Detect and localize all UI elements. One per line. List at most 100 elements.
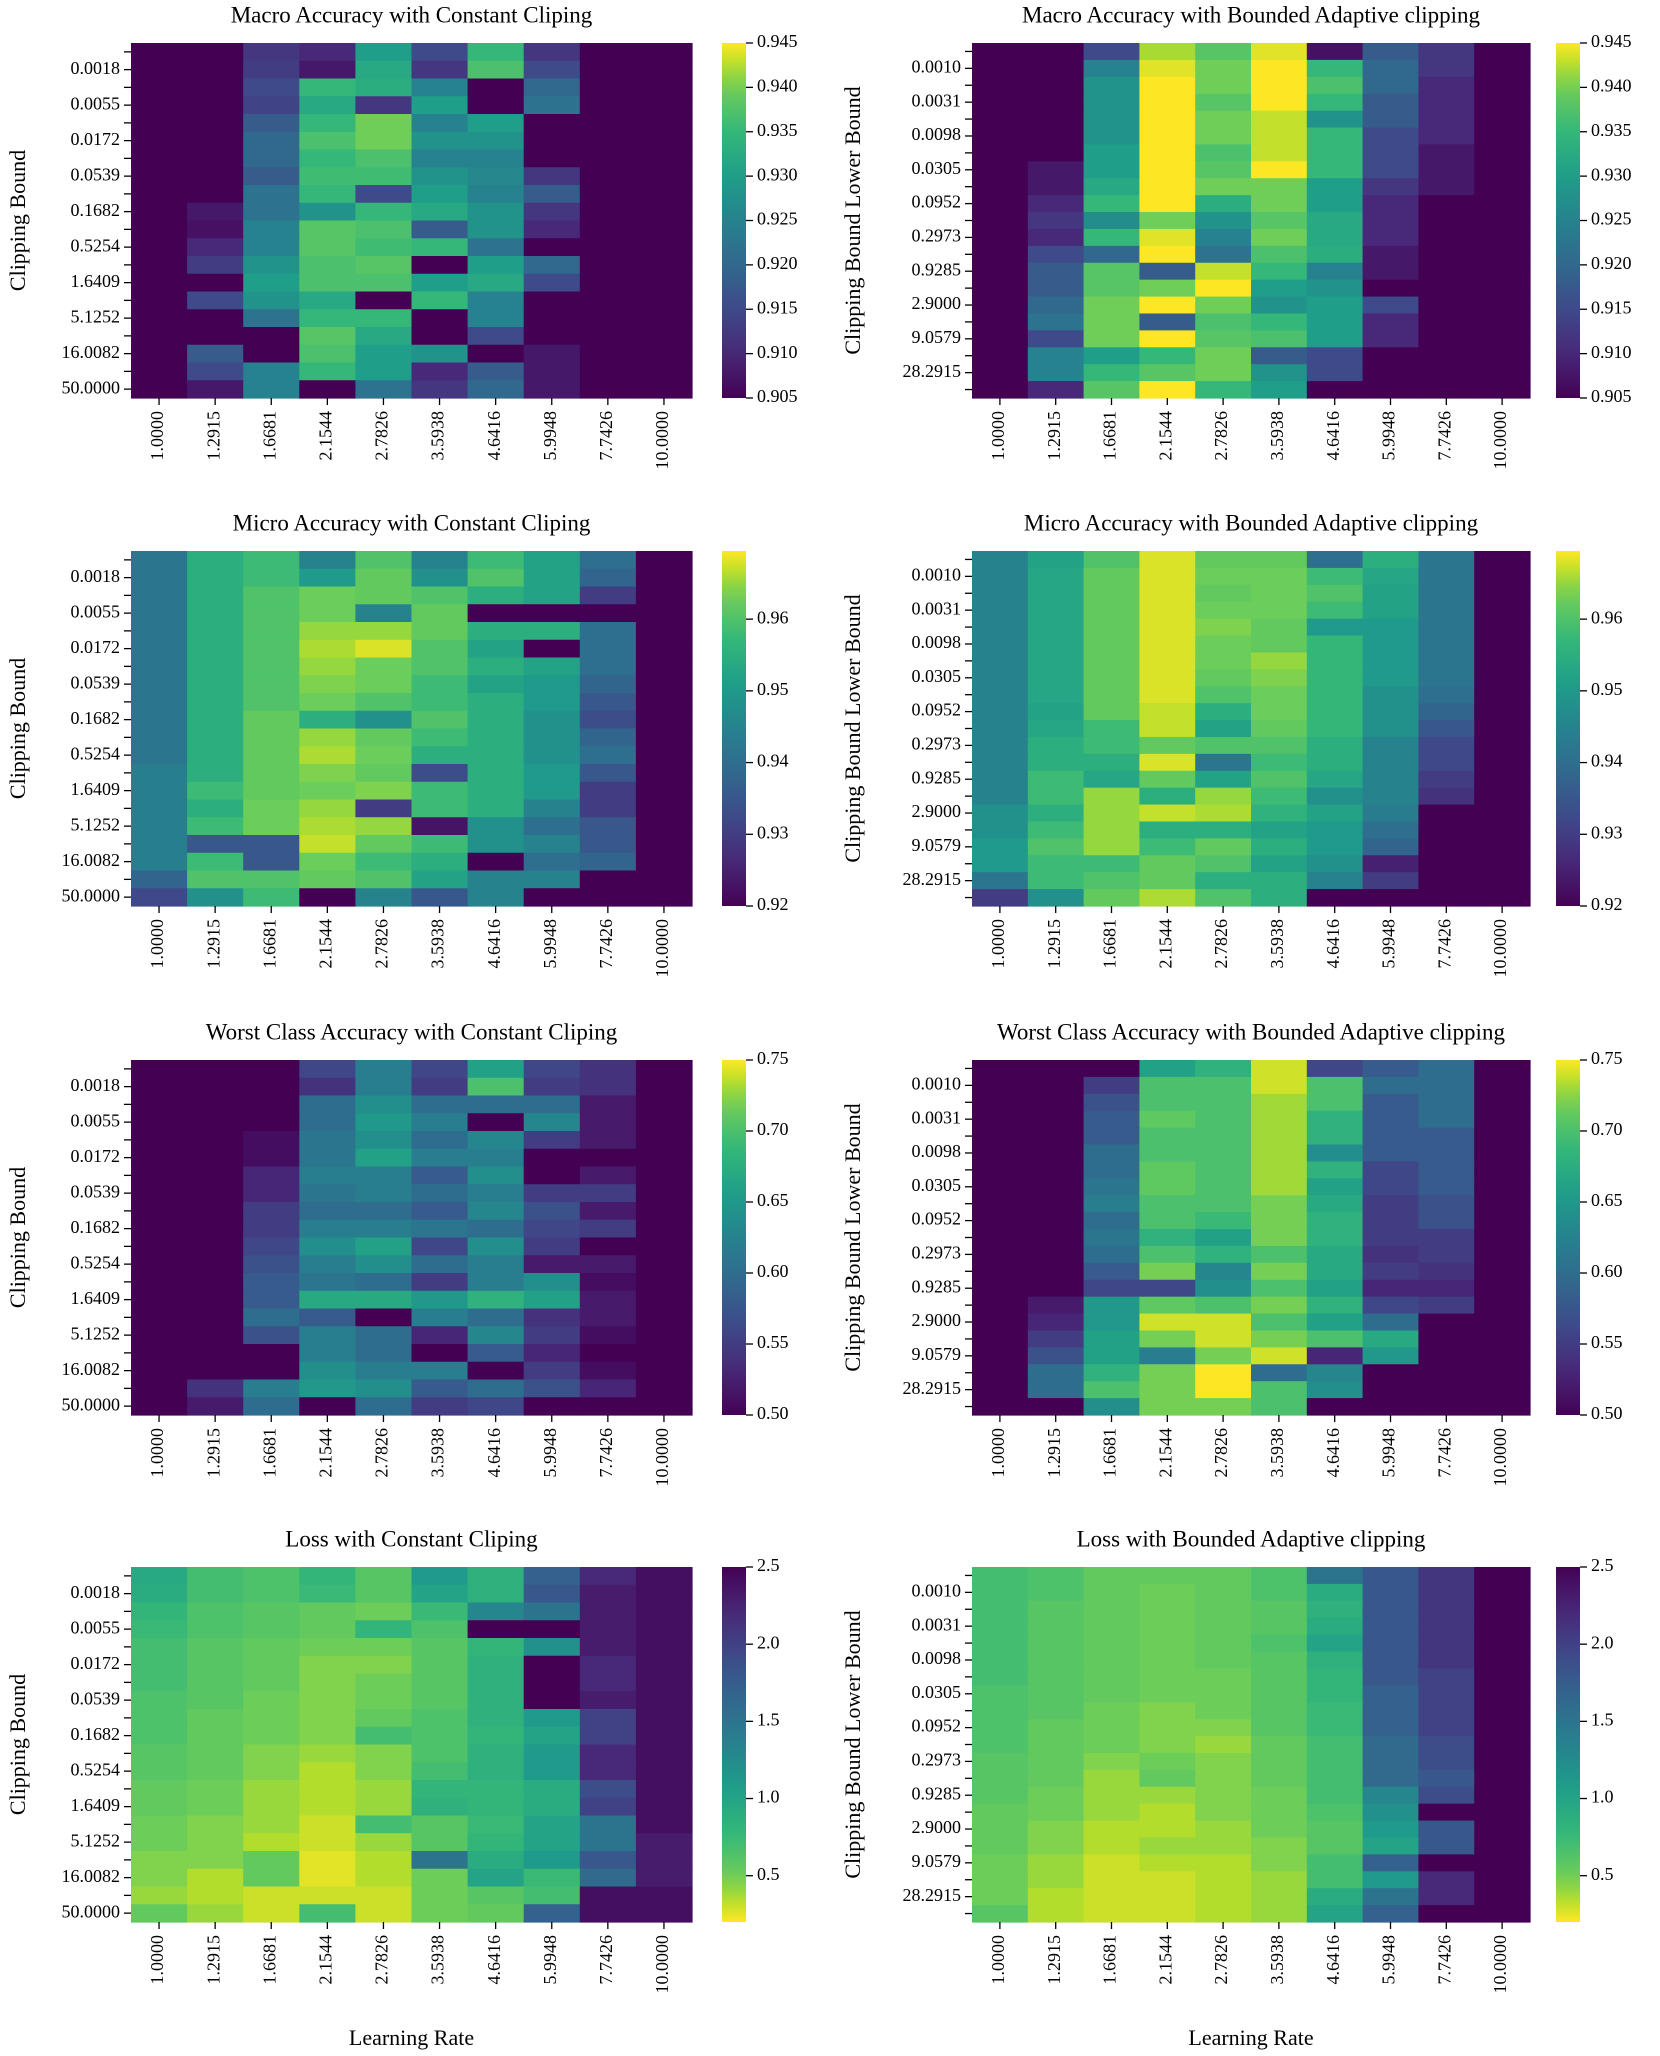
heatmap-cell [1306,76,1364,95]
heatmap-cell [299,1762,356,1781]
heatmap-cell [243,604,300,623]
heatmap-cell [299,1237,356,1256]
heatmap-cell [131,888,188,907]
colorbar-tick-label: 1.0 [757,1787,780,1807]
heatmap-cell [131,1113,188,1132]
heatmap-cell [1251,43,1308,61]
heatmap-cell [187,1237,244,1256]
heatmap-cell [467,43,525,62]
heatmap-cell [467,1255,525,1274]
heatmap-cell [467,1851,525,1870]
colorbar-tick-label: 0.925 [757,209,798,229]
heatmap-cell [1474,567,1531,586]
heatmap-cell [411,1148,469,1168]
heatmap-cell [635,1567,693,1586]
heatmap-cell [1362,161,1419,179]
heatmap-cell [1306,178,1364,196]
heatmap-cell [299,1184,356,1203]
heatmap-cell [1306,1330,1364,1348]
heatmap-cell [411,1326,469,1345]
heatmap-cell [1251,652,1308,670]
heatmap-cell [131,622,188,641]
heatmap-cell [243,78,300,97]
heatmap-cell [1139,161,1196,179]
heatmap-cell [411,746,469,765]
heatmap-cell [635,1113,693,1132]
heatmap-cell [635,309,693,328]
x-tick-label: 5.9948 [1379,919,1399,969]
heatmap-cell [1306,1076,1364,1095]
heatmap-cell [131,1237,188,1256]
heatmap-cell [635,728,693,747]
heatmap-cell [355,1095,413,1114]
heatmap-cell [972,652,1029,670]
heatmap-cell [1251,787,1308,806]
heatmap-cell [187,1638,244,1657]
heatmap-cell [1418,1786,1475,1805]
heatmap-cell [972,770,1029,789]
heatmap-cell [1418,618,1475,637]
heatmap-cell [972,1685,1029,1703]
heatmap-cell [1306,228,1364,247]
heatmap-cell [1306,1634,1364,1653]
heatmap-cell [187,1726,244,1746]
heatmap-cell [1362,1736,1419,1754]
heatmap-cell [243,1095,300,1114]
heatmap-cell [1306,1127,1364,1146]
heatmap-cell [243,657,300,676]
heatmap-cell [243,1673,300,1692]
heatmap-cell [1306,1060,1364,1078]
x-tick-label: 7.7426 [1434,1935,1454,1985]
heatmap-cell [411,185,469,204]
heatmap-cell [1083,1212,1140,1230]
heatmap-cell [243,1602,300,1621]
heatmap-cell [579,380,637,399]
heatmap-cell [635,1326,693,1345]
heatmap-cell [1139,1313,1196,1332]
heatmap-cell [523,96,581,115]
y-tick-label: 0.0305 [912,158,962,178]
y-tick-label: 0.5254 [71,1759,121,1779]
heatmap-cell [1195,635,1252,654]
chart-title: Macro Accuracy with Bounded Adaptive cli… [1022,2,1480,27]
y-tick-label: 16.0082 [62,1359,121,1379]
heatmap-cell [1362,1161,1419,1179]
heatmap-cell [355,852,413,872]
heatmap-cell [1362,1060,1419,1078]
heatmap-cell [1362,1110,1419,1129]
heatmap-cell [523,728,581,747]
heatmap-cell [635,1202,693,1221]
heatmap-cell [411,1726,469,1746]
heatmap-cell [299,1202,356,1221]
heatmap-cell [1195,1736,1252,1754]
heatmap-cell [1306,1752,1364,1771]
heatmap-cell [131,657,188,676]
heatmap-cell [355,1620,413,1639]
heatmap-cell [972,93,1029,112]
heatmap-cell [1139,618,1196,637]
heatmap-cell [1418,110,1475,129]
heatmap-cell [1139,669,1196,687]
heatmap-cell [523,344,581,364]
heatmap-cell [243,1237,300,1256]
heatmap-cell [187,728,244,747]
heatmap-cell [523,1744,581,1763]
heatmap-cell [1251,1245,1308,1264]
heatmap-cell [1083,245,1140,264]
heatmap-cell [1306,1144,1364,1163]
heatmap-cell [1362,1583,1419,1602]
heatmap-cell [1474,195,1531,213]
heatmap-cell [972,1567,1029,1585]
heatmap-cell [355,1113,413,1132]
x-tick-label: 5.9948 [1379,1935,1399,1985]
heatmap-cell [467,1620,525,1639]
heatmap-cell [1251,720,1308,738]
heatmap-cell [635,622,693,641]
heatmap-cell [1083,212,1140,230]
heatmap-cell [1418,601,1475,620]
heatmap-cell [411,1673,469,1692]
heatmap-cell [411,96,469,115]
heatmap-cell [1251,381,1308,399]
heatmap-cell [972,1296,1029,1315]
x-tick-label: 1.6681 [259,1428,279,1478]
